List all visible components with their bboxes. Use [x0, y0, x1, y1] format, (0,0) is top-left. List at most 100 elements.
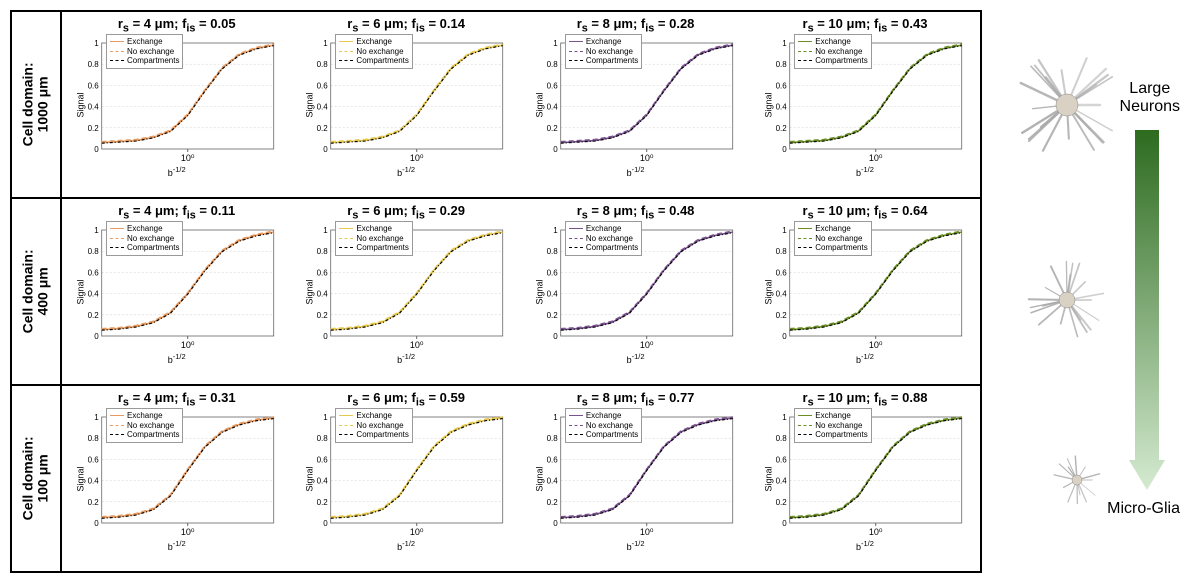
chart-title: rs = 10 μm; fis = 0.64 — [756, 203, 973, 222]
svg-text:0.2: 0.2 — [88, 497, 100, 506]
legend-label: No exchange — [356, 47, 403, 57]
svg-text:0.6: 0.6 — [88, 268, 100, 277]
svg-text:0.6: 0.6 — [546, 81, 558, 90]
legend-item: Exchange — [110, 411, 179, 421]
svg-text:0: 0 — [324, 145, 329, 154]
legend-label: Compartments — [356, 243, 408, 253]
row-label: Cell domain:100 μm — [12, 386, 62, 571]
legend-item: No exchange — [339, 47, 408, 57]
svg-text:0.4: 0.4 — [317, 476, 329, 485]
svg-text:0.4: 0.4 — [317, 289, 329, 298]
legend: ExchangeNo exchangeCompartments — [106, 408, 183, 443]
svg-text:0: 0 — [553, 145, 558, 154]
x-axis-label: b-1/2 — [527, 539, 744, 552]
svg-text:1: 1 — [94, 413, 99, 422]
legend-item: Exchange — [339, 411, 408, 421]
svg-text:0.2: 0.2 — [88, 123, 100, 132]
chart-title: rs = 8 μm; fis = 0.48 — [527, 203, 744, 222]
neuron-icon — [1042, 445, 1112, 515]
svg-text:0.8: 0.8 — [317, 247, 329, 256]
grid-row: Cell domain:400 μmrs = 4 μm; fis = 0.11S… — [12, 199, 980, 386]
svg-text:1: 1 — [553, 39, 558, 48]
svg-text:1: 1 — [94, 39, 99, 48]
x-axis-label: b-1/2 — [297, 539, 514, 552]
svg-text:0: 0 — [553, 519, 558, 528]
svg-text:0.6: 0.6 — [317, 455, 329, 464]
svg-text:0.8: 0.8 — [776, 60, 788, 69]
legend: ExchangeNo exchangeCompartments — [794, 221, 871, 256]
chart-title: rs = 6 μm; fis = 0.29 — [297, 203, 514, 222]
legend-label: No exchange — [127, 234, 174, 244]
legend-label: Compartments — [815, 243, 867, 253]
svg-text:0.6: 0.6 — [88, 81, 100, 90]
svg-text:10⁰: 10⁰ — [181, 340, 195, 350]
svg-text:1: 1 — [553, 226, 558, 235]
y-axis-label: Signal — [764, 279, 774, 304]
legend: ExchangeNo exchangeCompartments — [565, 408, 642, 443]
chart-title: rs = 10 μm; fis = 0.43 — [756, 16, 973, 35]
grid-row: Cell domain:100 μmrs = 4 μm; fis = 0.31S… — [12, 386, 980, 571]
legend-label: Exchange — [586, 411, 622, 421]
legend: ExchangeNo exchangeCompartments — [794, 34, 871, 69]
y-axis-label: Signal — [305, 92, 315, 117]
legend-label: No exchange — [356, 234, 403, 244]
svg-text:1: 1 — [783, 413, 788, 422]
gradient-arrow — [1129, 130, 1165, 490]
svg-text:10⁰: 10⁰ — [640, 527, 654, 537]
svg-text:10⁰: 10⁰ — [181, 527, 195, 537]
y-axis-label: Signal — [764, 466, 774, 491]
legend-item: Exchange — [110, 37, 179, 47]
legend-label: Exchange — [815, 37, 851, 47]
svg-text:0.8: 0.8 — [776, 434, 788, 443]
legend-label: Compartments — [586, 56, 638, 66]
legend-label: No exchange — [815, 234, 862, 244]
x-axis-label: b-1/2 — [68, 539, 285, 552]
y-axis-label: Signal — [76, 466, 86, 491]
chart-title: rs = 4 μm; fis = 0.05 — [68, 16, 285, 35]
neuron-icon — [1014, 247, 1120, 353]
svg-text:0.2: 0.2 — [546, 497, 558, 506]
svg-text:0.6: 0.6 — [317, 81, 329, 90]
legend: ExchangeNo exchangeCompartments — [335, 221, 412, 256]
svg-text:0.8: 0.8 — [546, 247, 558, 256]
y-axis-label: Signal — [305, 466, 315, 491]
svg-text:0.8: 0.8 — [546, 434, 558, 443]
legend-item: Compartments — [110, 56, 179, 66]
x-axis-label: b-1/2 — [527, 352, 744, 365]
svg-text:0.8: 0.8 — [317, 434, 329, 443]
svg-text:10⁰: 10⁰ — [410, 153, 424, 163]
svg-text:0: 0 — [783, 145, 788, 154]
legend-label: Compartments — [586, 430, 638, 440]
chart-cell: rs = 10 μm; fis = 0.43Signal00.20.40.60.… — [750, 12, 979, 197]
legend-item: Exchange — [798, 37, 867, 47]
legend-item: Compartments — [339, 243, 408, 253]
legend-item: Compartments — [569, 430, 638, 440]
svg-text:0: 0 — [94, 145, 99, 154]
legend-item: Compartments — [569, 243, 638, 253]
svg-text:10⁰: 10⁰ — [640, 153, 654, 163]
legend-item: Compartments — [798, 243, 867, 253]
svg-text:1: 1 — [783, 39, 788, 48]
x-axis-label: b-1/2 — [527, 165, 744, 178]
svg-text:0.4: 0.4 — [317, 102, 329, 111]
legend-label: Exchange — [127, 224, 163, 234]
legend-label: Compartments — [586, 243, 638, 253]
svg-text:0.4: 0.4 — [776, 289, 788, 298]
right-panel: LargeNeurons Micro-Glia — [982, 10, 1190, 573]
svg-text:0: 0 — [324, 332, 329, 341]
legend: ExchangeNo exchangeCompartments — [794, 408, 871, 443]
legend-label: Exchange — [586, 224, 622, 234]
svg-text:0.6: 0.6 — [776, 268, 788, 277]
svg-text:0: 0 — [94, 332, 99, 341]
chart-title: rs = 6 μm; fis = 0.59 — [297, 390, 514, 409]
svg-text:1: 1 — [553, 413, 558, 422]
svg-text:0.4: 0.4 — [546, 476, 558, 485]
x-axis-label: b-1/2 — [756, 539, 973, 552]
svg-text:0.6: 0.6 — [317, 268, 329, 277]
legend-item: No exchange — [339, 234, 408, 244]
chart-grid: Cell domain:1000 μmrs = 4 μm; fis = 0.05… — [10, 10, 982, 573]
chart-cell: rs = 8 μm; fis = 0.48Signal00.20.40.60.8… — [521, 199, 750, 384]
legend-item: No exchange — [569, 421, 638, 431]
legend-label: No exchange — [127, 421, 174, 431]
legend-label: Exchange — [127, 37, 163, 47]
